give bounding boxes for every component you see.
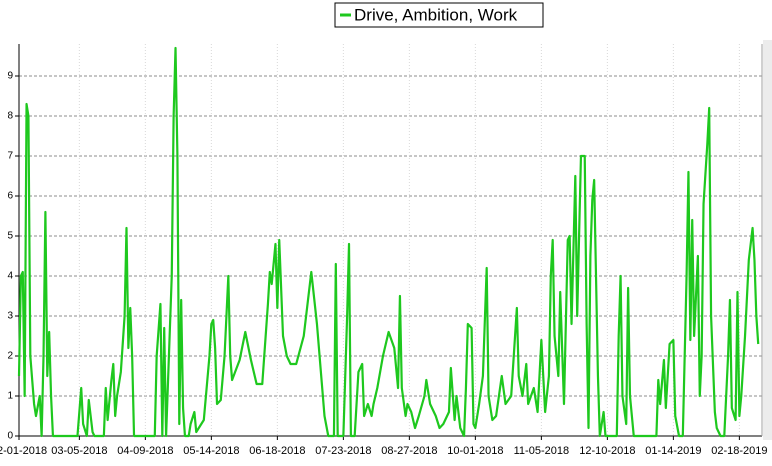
x-tick-label: 02-18-2019 <box>711 445 767 457</box>
x-tick-label: 08-27-2018 <box>381 445 437 457</box>
legend-label: Drive, Ambition, Work <box>354 5 518 24</box>
x-tick-label: 03-05-2018 <box>51 445 107 457</box>
y-tick-label: 1 <box>7 391 13 402</box>
y-tick-label: 6 <box>7 191 13 202</box>
y-tick-label: 3 <box>7 311 13 322</box>
y-tick-label: 2 <box>7 351 13 362</box>
data-line <box>17 46 760 438</box>
x-tick-label: 01-14-2019 <box>645 445 701 457</box>
x-tick-label: 12-10-2018 <box>579 445 635 457</box>
x-tick-label: 05-14-2018 <box>183 445 239 457</box>
x-tick-label: 11-05-2018 <box>514 445 569 457</box>
x-tick-label: 10-01-2018 <box>447 445 503 457</box>
x-tick-label: 07-23-2018 <box>315 445 371 457</box>
y-tick-label: 8 <box>7 111 13 122</box>
y-tick-label: 0 <box>7 431 13 442</box>
x-tick-label: 02-01-2018 <box>0 445 47 457</box>
y-tick-label: 9 <box>7 71 13 82</box>
x-tick-label: 04-09-2018 <box>117 445 173 457</box>
y-tick-label: 4 <box>7 271 13 282</box>
y-tick-label: 5 <box>7 231 13 242</box>
legend: Drive, Ambition, Work <box>334 2 544 28</box>
legend-box <box>334 2 544 28</box>
x-tick-label: 06-18-2018 <box>249 445 305 457</box>
side-panel <box>763 40 772 440</box>
y-tick-label: 7 <box>7 151 13 162</box>
